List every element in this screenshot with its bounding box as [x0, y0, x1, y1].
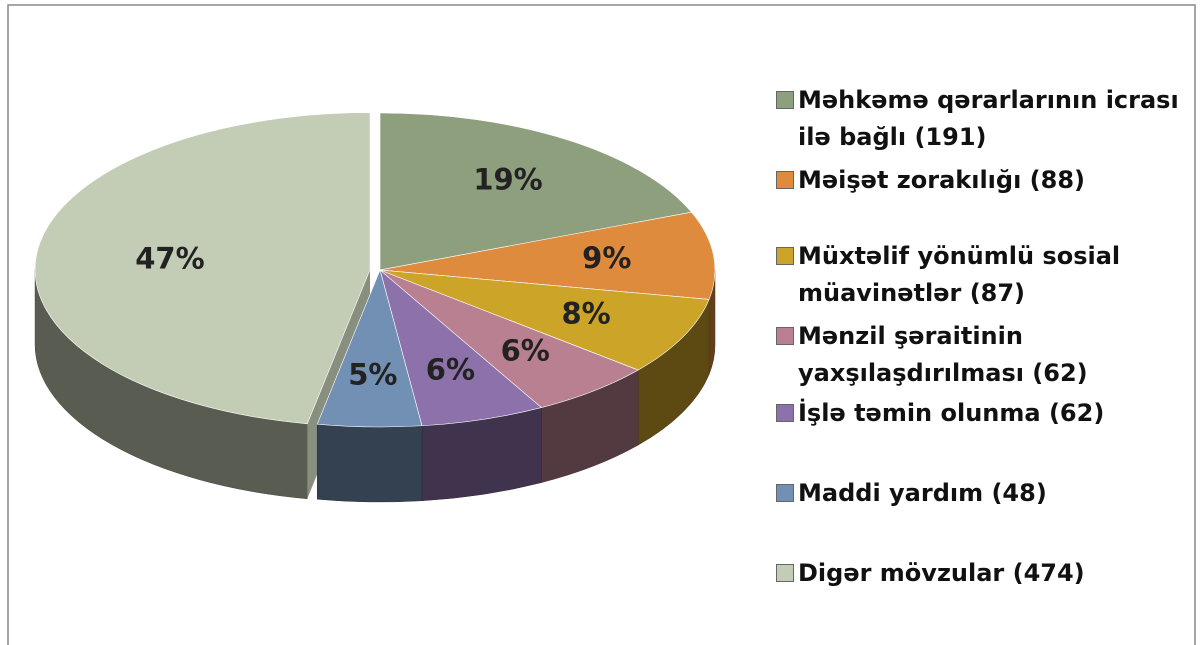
legend-label: Məişət zorakılığı (88): [798, 166, 1086, 194]
slice: [379, 211, 716, 300]
legend-item: Digər mövzular (474): [776, 555, 1186, 592]
legend-swatch: [776, 404, 794, 422]
slice: [34, 112, 371, 425]
legend-item: Mənzil şəraitinin yaxşılaşdırılması (62): [776, 318, 1186, 392]
legend-item: Məişət zorakılığı (88): [776, 162, 1186, 199]
slice: [379, 112, 693, 271]
legend-item: İşlə təmin olunma (62): [776, 395, 1186, 432]
slice: [316, 269, 423, 428]
data-label: 6%: [426, 353, 475, 387]
slice: [379, 269, 639, 408]
legend-swatch: [776, 564, 794, 582]
legend-swatch: [776, 91, 794, 109]
data-label: 47%: [135, 242, 204, 276]
legend-item: Məhkəmə qərarlarının icrası ilə bağlı (1…: [776, 82, 1186, 156]
legend-swatch: [776, 484, 794, 502]
data-label: 5%: [348, 358, 397, 392]
legend-label: Digər mövzular (474): [798, 559, 1085, 587]
legend-label: İşlə təmin olunma (62): [798, 399, 1105, 427]
data-label: 19%: [473, 163, 542, 197]
slice: [379, 269, 710, 371]
slice: [379, 269, 543, 427]
data-label: 6%: [501, 333, 550, 367]
legend-swatch: [776, 171, 794, 189]
legend-label: Maddi yardım (48): [798, 479, 1047, 507]
chart-frame: [7, 4, 1196, 645]
legend-item: Maddi yardım (48): [776, 475, 1186, 512]
legend-label: Mənzil şəraitinin yaxşılaşdırılması (62): [798, 322, 1088, 387]
data-label: 9%: [582, 241, 631, 275]
legend-label: Məhkəmə qərarlarının icrası ilə bağlı (1…: [798, 86, 1179, 151]
legend-swatch: [776, 327, 794, 345]
legend-item: Müxtəlif yönümlü sosial müavinətlər (87): [776, 238, 1186, 312]
legend-label: Müxtəlif yönümlü sosial müavinətlər (87): [798, 242, 1121, 307]
data-label: 8%: [561, 296, 610, 330]
slice-side: [316, 423, 423, 503]
legend-swatch: [776, 247, 794, 265]
